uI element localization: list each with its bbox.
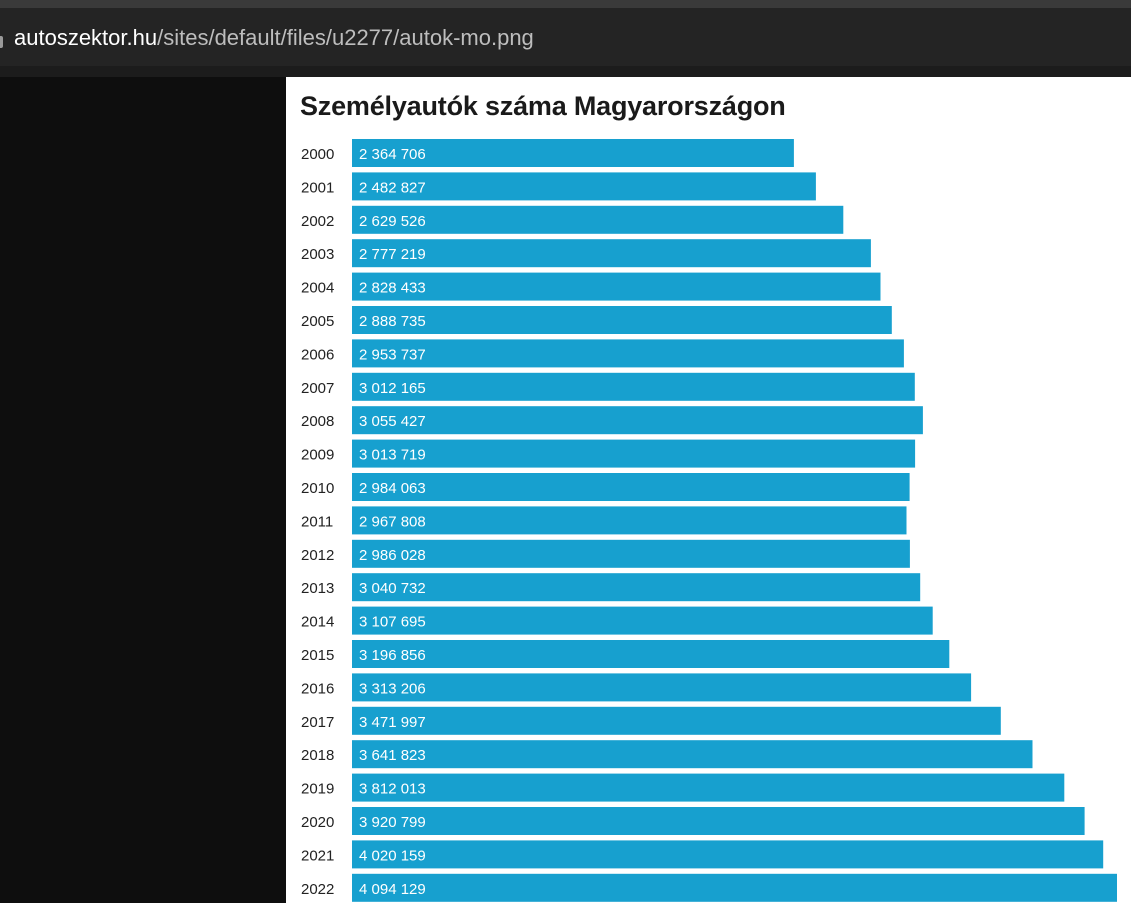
address-bar[interactable]: autoszektor.hu/sites/default/files/u2277…: [0, 8, 1131, 67]
year-label-2005: 2005: [301, 313, 334, 330]
year-label-2003: 2003: [301, 246, 334, 263]
bar-2007: [352, 372, 915, 401]
chart-title: Személyautók száma Magyarországon: [300, 91, 786, 121]
year-label-2000: 2000: [301, 146, 334, 163]
year-label-2018: 2018: [301, 747, 334, 764]
bar-2014: [352, 606, 933, 635]
value-label-2020: 3 920 799: [359, 814, 426, 831]
year-label-2016: 2016: [301, 680, 334, 697]
year-label-2021: 2021: [301, 847, 334, 864]
year-label-2015: 2015: [301, 647, 334, 664]
bar-2016: [352, 673, 972, 702]
value-label-2014: 3 107 695: [359, 614, 426, 631]
bar-2006: [352, 339, 904, 368]
value-label-2002: 2 629 526: [359, 213, 426, 230]
url-domain: autoszektor.hu: [14, 25, 158, 50]
value-label-2015: 3 196 856: [359, 647, 426, 664]
bar-2003: [352, 239, 871, 268]
value-label-2018: 3 641 823: [359, 747, 426, 764]
year-label-2020: 2020: [301, 814, 334, 831]
year-label-2006: 2006: [301, 346, 334, 363]
bar-2020: [352, 807, 1085, 835]
bar-2008: [352, 406, 923, 435]
bar-2001: [352, 172, 816, 201]
page-info-icon[interactable]: [0, 36, 3, 48]
url-path: /sites/default/files/u2277/autok-mo.png: [157, 25, 534, 50]
bar-2009: [352, 439, 916, 468]
year-label-2011: 2011: [301, 513, 333, 530]
value-label-2000: 2 364 706: [359, 146, 426, 163]
bar-2021: [352, 840, 1104, 869]
value-label-2006: 2 953 737: [359, 346, 426, 363]
value-label-2016: 3 313 206: [359, 680, 426, 697]
value-label-2005: 2 888 735: [359, 313, 426, 330]
year-label-2022: 2022: [301, 881, 334, 898]
year-label-2010: 2010: [301, 480, 334, 497]
value-label-2017: 3 471 997: [359, 714, 426, 731]
value-label-2019: 3 812 013: [359, 781, 426, 798]
bar-2011: [352, 506, 907, 535]
value-label-2003: 2 777 219: [359, 246, 426, 263]
year-label-2008: 2008: [301, 413, 334, 430]
year-label-2007: 2007: [301, 380, 334, 397]
value-label-2004: 2 828 433: [359, 280, 426, 297]
year-label-2004: 2004: [301, 280, 334, 297]
bar-2019: [352, 773, 1065, 802]
bar-2015: [352, 640, 950, 668]
year-label-2013: 2013: [301, 580, 334, 597]
year-label-2019: 2019: [301, 781, 334, 798]
value-label-2013: 3 040 732: [359, 580, 426, 597]
bar-2004: [352, 272, 881, 301]
toolbar-divider: [0, 66, 1131, 77]
bar-2013: [352, 573, 921, 602]
bar-2005: [352, 306, 892, 334]
bar-2012: [352, 539, 910, 568]
year-label-2012: 2012: [301, 547, 334, 564]
year-label-2002: 2002: [301, 213, 334, 230]
value-label-2001: 2 482 827: [359, 179, 426, 196]
value-label-2022: 4 094 129: [359, 881, 426, 898]
value-label-2007: 3 012 165: [359, 380, 426, 397]
year-label-2014: 2014: [301, 614, 334, 631]
bar-2000: [352, 139, 794, 167]
value-label-2011: 2 967 808: [359, 513, 426, 530]
bar-2002: [352, 205, 844, 234]
value-label-2012: 2 986 028: [359, 547, 426, 564]
bar-2017: [352, 706, 1001, 735]
value-label-2010: 2 984 063: [359, 480, 426, 497]
value-label-2009: 3 013 719: [359, 447, 426, 464]
bar-2018: [352, 740, 1033, 769]
value-label-2021: 4 020 159: [359, 847, 426, 864]
value-label-2008: 3 055 427: [359, 413, 426, 430]
url-text[interactable]: autoszektor.hu/sites/default/files/u2277…: [14, 25, 534, 51]
bar-2022: [352, 873, 1117, 902]
bar-chart: 2000 2 364 706 2001 2 482 827 2002 2 629 526 2…: [301, 139, 1117, 902]
bar-2010: [352, 473, 910, 501]
year-label-2017: 2017: [301, 714, 334, 731]
year-label-2001: 2001: [301, 179, 334, 196]
year-label-2009: 2009: [301, 447, 334, 464]
window-top-strip: [0, 0, 1131, 8]
chart-image: 2000 2 364 706 2001 2 482 827 2002 2 629 526 2…: [286, 77, 1131, 903]
